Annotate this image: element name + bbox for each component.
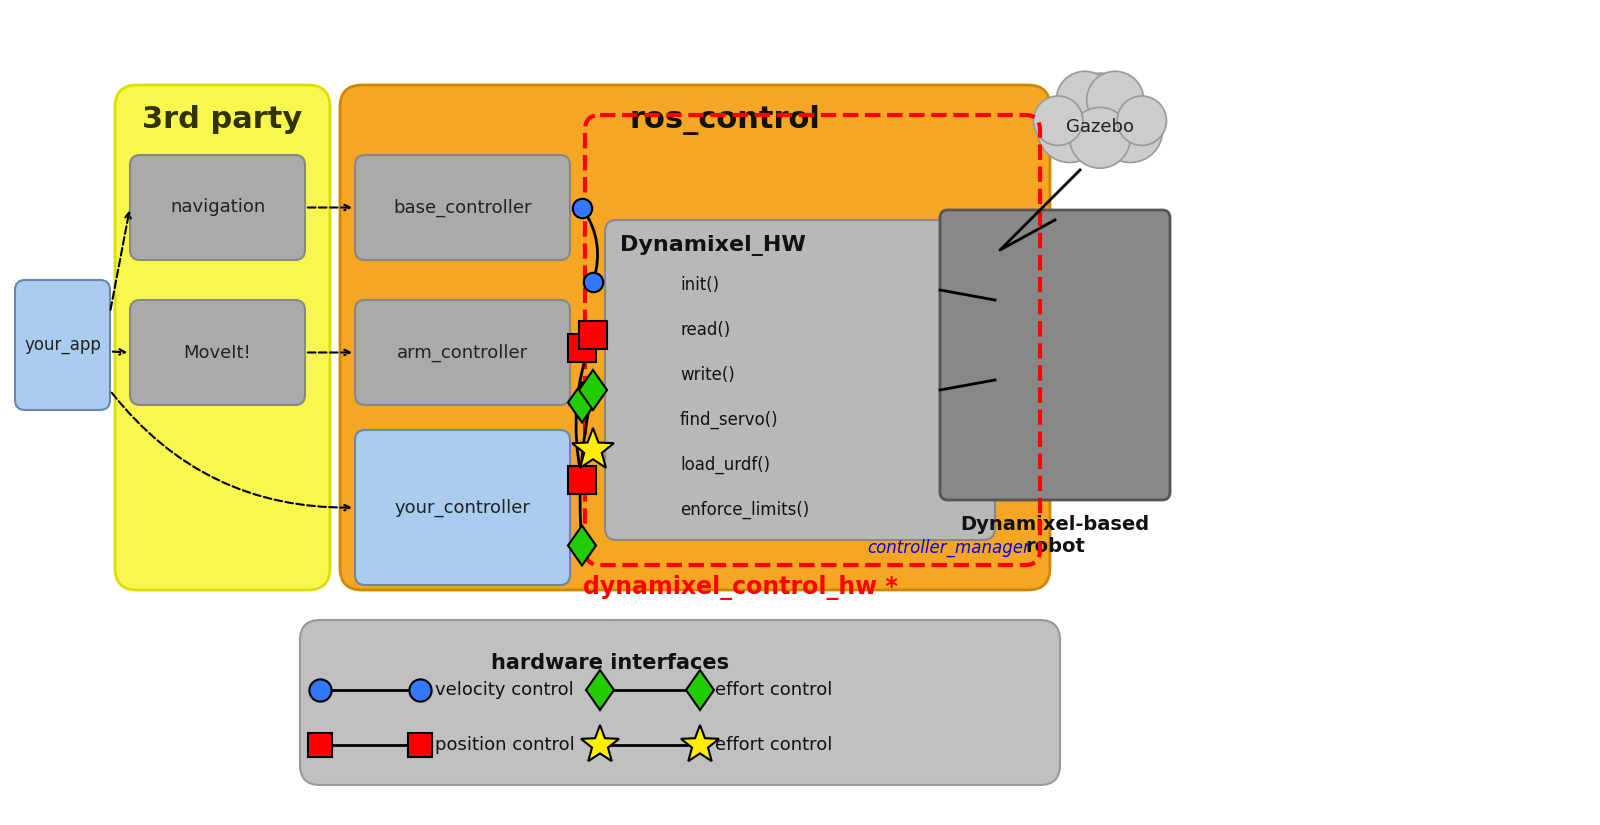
Text: load_urdf(): load_urdf() [680,456,770,474]
FancyBboxPatch shape [355,300,570,405]
FancyArrowPatch shape [581,393,592,543]
Text: find_servo(): find_servo() [680,411,779,429]
Text: controller_manager: controller_manager [867,539,1030,557]
FancyArrowPatch shape [584,392,590,400]
FancyArrowPatch shape [584,210,598,280]
FancyBboxPatch shape [115,85,330,590]
Polygon shape [682,725,718,761]
Text: ros_control: ros_control [629,105,821,135]
Circle shape [1098,98,1163,163]
Text: your_app: your_app [24,336,101,354]
Text: base_controller: base_controller [394,198,531,217]
Text: arm_controller: arm_controller [397,343,528,361]
Text: enforce_limits(): enforce_limits() [680,501,810,519]
Text: 3rd party: 3rd party [142,106,302,134]
Circle shape [1117,96,1166,145]
Text: init(): init() [680,276,718,294]
Text: navigation: navigation [170,199,266,216]
FancyBboxPatch shape [301,620,1059,785]
Circle shape [1034,96,1083,145]
Text: hardware interfaces: hardware interfaces [491,653,730,673]
FancyBboxPatch shape [355,155,570,260]
Polygon shape [579,370,606,410]
Circle shape [1058,73,1142,157]
FancyBboxPatch shape [568,333,595,361]
Polygon shape [573,428,614,468]
Text: write(): write() [680,366,734,384]
FancyBboxPatch shape [130,300,306,405]
Text: effort control: effort control [715,736,832,754]
Text: dynamixel_control_hw *: dynamixel_control_hw * [582,575,898,600]
FancyBboxPatch shape [307,733,333,757]
FancyBboxPatch shape [579,321,606,349]
Polygon shape [586,670,614,710]
Text: Dynamixel_HW: Dynamixel_HW [621,234,806,256]
FancyBboxPatch shape [408,733,432,757]
Text: your_controller: your_controller [395,498,531,516]
Text: Dynamixel-based
robot: Dynamixel-based robot [960,515,1149,556]
Text: MoveIt!: MoveIt! [184,343,251,361]
Polygon shape [568,526,595,565]
Circle shape [1086,71,1144,129]
FancyBboxPatch shape [568,465,595,493]
Circle shape [1056,71,1114,129]
Text: read(): read() [680,321,730,339]
FancyBboxPatch shape [130,155,306,260]
Polygon shape [581,725,619,761]
Text: Gazebo: Gazebo [1066,118,1134,136]
FancyBboxPatch shape [605,220,995,540]
FancyBboxPatch shape [339,85,1050,590]
FancyArrowPatch shape [582,337,590,345]
Text: position control: position control [435,736,574,754]
Circle shape [1037,98,1102,163]
Polygon shape [686,670,714,710]
FancyBboxPatch shape [941,210,1170,500]
FancyBboxPatch shape [355,430,570,585]
Circle shape [1069,107,1130,168]
Text: velocity control: velocity control [435,681,574,699]
Text: effort control: effort control [715,681,832,699]
FancyArrowPatch shape [576,337,592,477]
Polygon shape [568,383,595,422]
FancyBboxPatch shape [14,280,110,410]
